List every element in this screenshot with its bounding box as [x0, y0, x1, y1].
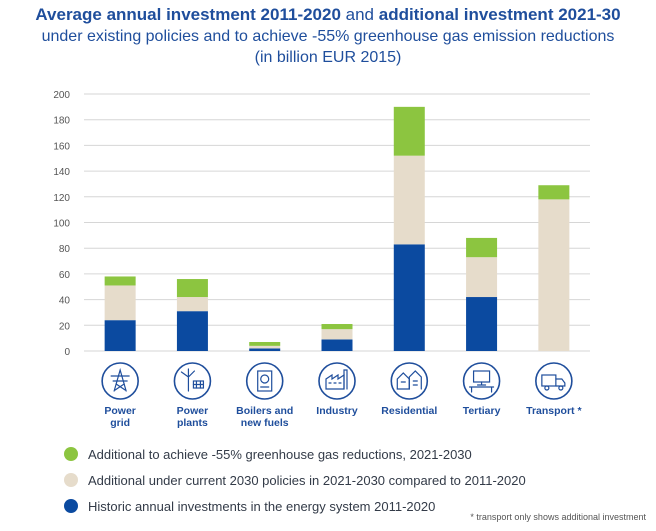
- bar-segment: [104, 276, 136, 286]
- x-tick-label: Transport *: [526, 405, 582, 417]
- legend-label: Historic annual investments in the energ…: [88, 498, 436, 514]
- y-tick-label: 80: [59, 244, 71, 255]
- legend-item: Additional to achieve -55% greenhouse ga…: [64, 443, 526, 465]
- bar-segment: [249, 348, 281, 351]
- bar-segment: [538, 185, 570, 200]
- legend-item: Additional under current 2030 policies i…: [64, 469, 526, 491]
- x-tick-label: Tertiary: [463, 405, 501, 417]
- y-tick-label: 200: [53, 90, 70, 101]
- y-tick-label: 160: [53, 141, 70, 152]
- bar-segment: [176, 297, 208, 312]
- boilers-icon: [245, 362, 284, 400]
- bar-segment: [176, 311, 208, 351]
- stacked-bar-chart: 0 20 40 60 80 100 120 140 160 180 200 Power grid Powe…: [53, 90, 590, 429]
- y-tick-label: 100: [53, 219, 70, 230]
- footnote: * transport only shows additional invest…: [470, 512, 646, 522]
- legend-label: Additional under current 2030 policies i…: [88, 472, 526, 488]
- bar-segment: [393, 106, 425, 156]
- y-tick-label: 120: [53, 193, 70, 204]
- bar-segment: [104, 320, 136, 351]
- x-tick-label: Power plants: [177, 405, 209, 429]
- bar-segment: [176, 279, 208, 298]
- x-tick-label: Boilers and new fuels: [236, 405, 293, 429]
- bar-segment: [393, 155, 425, 245]
- title-part1: Average annual investment 2011-2020: [35, 5, 341, 24]
- transport-icon: [535, 362, 573, 400]
- icon-glyph: [110, 367, 130, 392]
- title-part2: additional investment 2021-30: [378, 5, 621, 24]
- icon-glyph: [325, 369, 348, 390]
- chart-title: Average annual investment 2011-2020 and …: [0, 4, 656, 68]
- y-tick-label: 140: [53, 167, 70, 178]
- x-tick-label: Industry: [316, 405, 358, 417]
- power-plants-icon: [173, 362, 212, 400]
- title-connector: and: [340, 5, 379, 24]
- bar-segment: [321, 324, 353, 330]
- legend-label: Additional to achieve -55% greenhouse ga…: [88, 446, 472, 462]
- legend-swatch: [64, 473, 78, 487]
- bar-segment: [538, 199, 570, 351]
- x-tick-label: Residential: [381, 405, 437, 417]
- industry-icon: [318, 362, 356, 400]
- y-tick-label: 60: [59, 270, 71, 281]
- y-tick-label: 180: [53, 116, 70, 127]
- y-tick-label: 0: [64, 347, 70, 358]
- x-tick-label: Power grid: [104, 405, 136, 429]
- power-grid-icon: [101, 362, 139, 400]
- chart-legend: Additional to achieve -55% greenhouse ga…: [64, 443, 526, 521]
- icon-glyph: [396, 370, 422, 390]
- title-units: (in billion EUR 2015): [254, 49, 402, 66]
- residential-icon: [390, 362, 429, 400]
- bar-segment: [466, 297, 498, 351]
- icon-glyph: [541, 374, 566, 391]
- bar-segment: [321, 329, 353, 340]
- legend-item: Historic annual investments in the energ…: [64, 495, 526, 517]
- tertiary-icon: [462, 362, 501, 400]
- icon-glyph: [180, 368, 205, 392]
- bar-segment: [466, 237, 498, 258]
- bar-segment: [249, 345, 281, 349]
- bar-segment: [249, 342, 281, 346]
- legend-swatch: [64, 499, 78, 513]
- title-subtitle: under existing policies and to achieve -…: [41, 28, 615, 45]
- y-tick-label: 40: [59, 296, 71, 307]
- icon-glyph: [257, 370, 273, 392]
- icon-glyph: [468, 370, 495, 393]
- legend-swatch: [64, 447, 78, 461]
- bar-segment: [104, 285, 136, 321]
- bar-segment: [466, 257, 498, 298]
- y-tick-label: 20: [59, 321, 71, 332]
- bar-segment: [321, 339, 353, 351]
- bar-segment: [393, 244, 425, 351]
